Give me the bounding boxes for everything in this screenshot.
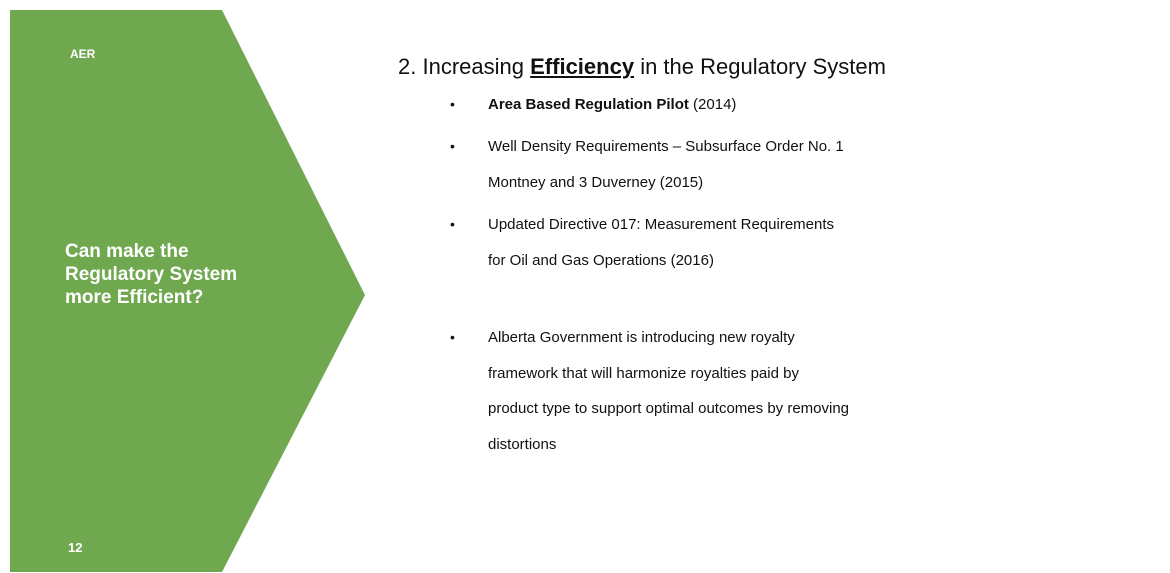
bullet-text: product type to support optimal outcomes… bbox=[488, 400, 850, 417]
heading-text: Increasing bbox=[422, 54, 524, 79]
bullet-text: Well Density Requirements – Subsurface O… bbox=[488, 138, 844, 155]
bullet-line: Area Based Regulation Pilot (2014) bbox=[488, 96, 736, 113]
page-number: 12 bbox=[68, 540, 83, 555]
heading-text: in the Regulatory System bbox=[640, 54, 886, 79]
bullet-text: Montney and 3 Duverney (2015) bbox=[488, 173, 704, 191]
bullet-text: framework that will harmonize royalties … bbox=[488, 364, 799, 382]
bullet-line: Well Density Requirements – Subsurface O… bbox=[488, 138, 844, 155]
bullet-dot: • bbox=[450, 96, 455, 112]
heading-emphasis: Efficiency bbox=[530, 54, 635, 79]
question: Can make the Regulatory System more Effi… bbox=[65, 241, 238, 308]
bullet-line: for Oil and Gas Operations (2016) bbox=[488, 252, 714, 269]
bullet-dot: • bbox=[450, 329, 455, 345]
bullet-line: framework that will harmonize royalties … bbox=[488, 365, 799, 382]
bullet-text: Updated Directive 017: Measurement Requi… bbox=[488, 216, 835, 233]
logo: AER bbox=[70, 47, 96, 61]
bullet-line: distortions bbox=[488, 436, 556, 453]
bullet-line: Montney and 3 Duverney (2015) bbox=[488, 174, 703, 191]
bullet-text: for Oil and Gas Operations (2016) bbox=[488, 251, 714, 269]
chevron bbox=[10, 10, 365, 572]
bullet-line: product type to support optimal outcomes… bbox=[488, 400, 849, 417]
bullet-text: Alberta Government is introducing new ro… bbox=[488, 329, 795, 346]
bullet-bold: Area Based Regulation Pilot bbox=[488, 96, 689, 113]
heading-number: 2. bbox=[398, 54, 417, 79]
heading: 2. Increasing Efficiency in the Regulato… bbox=[398, 54, 886, 80]
bullet-line: Alberta Government is introducing new ro… bbox=[488, 329, 795, 346]
bullet-text: distortions bbox=[488, 435, 557, 453]
bullet-line: Updated Directive 017: Measurement Requi… bbox=[488, 216, 834, 233]
bullet-text: (2014) bbox=[693, 96, 737, 113]
bullet-dot: • bbox=[450, 138, 455, 154]
bullet-dot: • bbox=[450, 216, 455, 232]
